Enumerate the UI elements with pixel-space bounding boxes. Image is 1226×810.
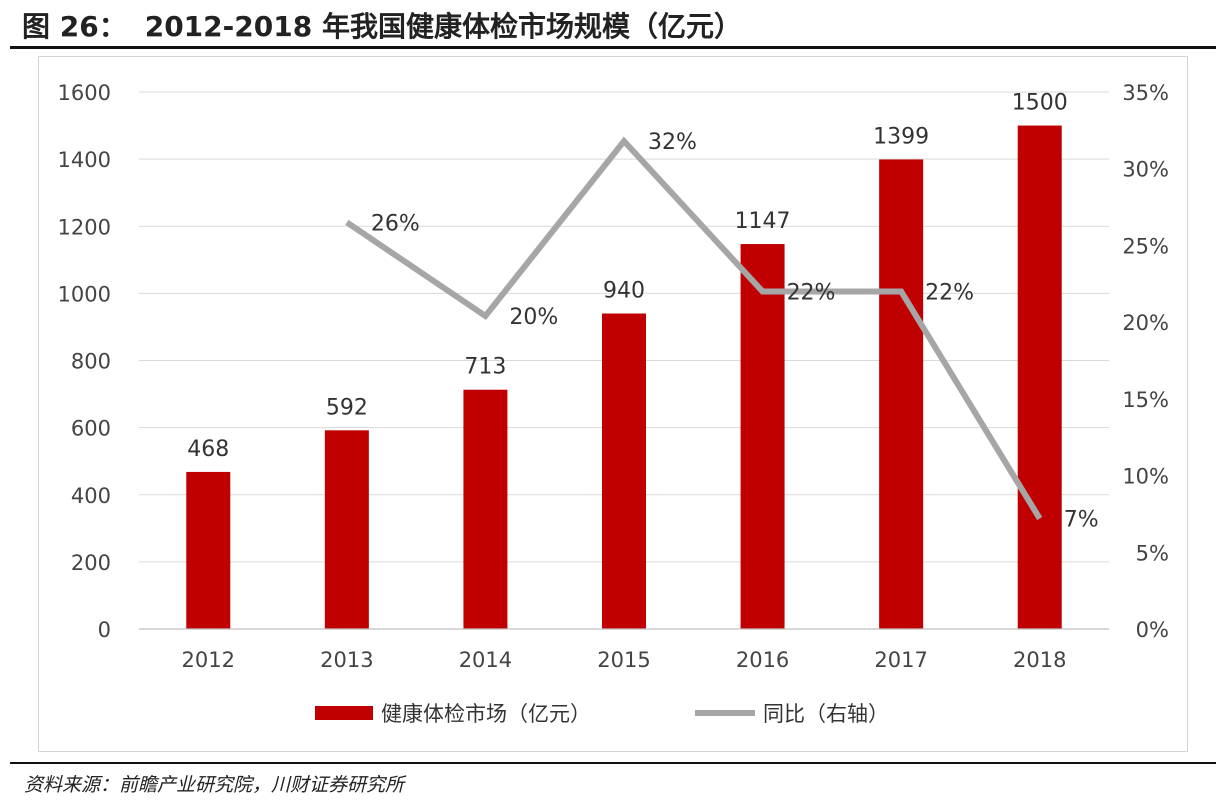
bar [186,471,231,629]
y-left-tick-label: 1600 [58,81,111,105]
y-right-tick-label: 0% [1136,618,1169,642]
y-right-tick-label: 15% [1122,388,1169,412]
x-tick-label: 2012 [182,648,235,672]
y-left-tick-label: 800 [71,350,111,374]
axes: 0 200 400 600 800 1000 1200 1400 1600 0% 5% 10% 15% 2… [58,81,1169,672]
y-right-tick-label: 5% [1136,541,1169,565]
x-tick-label: 2015 [597,648,650,672]
legend-label-bar: 健康体检市场（亿元） [381,702,591,726]
footer-rule [10,762,1216,764]
y-left-tick-label: 600 [71,417,111,441]
growth-value-label: 22% [787,280,836,305]
y-left-tick-label: 200 [71,551,111,575]
bar [879,159,924,629]
data-labels: 468 592 713 940 1147 1399 1500 26% 20% 32% 22% 22% 7… [187,91,1098,533]
bar [740,244,785,629]
growth-value-label: 22% [925,280,974,305]
bar-value-label: 592 [326,395,368,420]
growth-value-label: 7% [1064,508,1099,533]
bar-value-label: 1399 [873,124,929,149]
x-tick-label: 2013 [320,648,373,672]
x-tick-label: 2018 [1013,648,1066,672]
source-note: 资料来源：前瞻产业研究院，川财证券研究所 [24,774,405,796]
bar [463,389,508,629]
chart-canvas: 0 200 400 600 800 1000 1200 1400 1600 0% 5% 10% 15% 2… [58,81,1169,726]
line-series [345,136,1043,521]
x-tick-label: 2017 [874,648,927,672]
chart-title: 2012-2018 年我国健康体检市场规模（亿元） [144,10,742,43]
y-right-tick-label: 30% [1122,158,1169,182]
legend-label-line: 同比（右轴） [763,702,889,726]
bar-value-label: 940 [603,279,645,304]
bar-value-label: 468 [187,437,229,462]
growth-value-label: 32% [648,130,697,155]
bar-value-label: 1500 [1012,91,1068,116]
bar-value-label: 713 [464,355,506,380]
bar [1017,125,1062,629]
bar [324,430,369,629]
y-left-tick-label: 1000 [58,282,111,306]
y-right-tick-label: 20% [1122,311,1169,335]
figure-title: 图 26： 2012-2018 年我国健康体检市场规模（亿元） [22,8,1212,46]
bar-series [186,125,1062,629]
legend: 健康体检市场（亿元） 同比（右轴） [315,702,889,726]
y-right-tick-label: 35% [1122,81,1169,105]
y-left-tick-label: 1400 [58,148,111,172]
y-left-tick-label: 1200 [58,215,111,239]
chart-frame: 0 200 400 600 800 1000 1200 1400 1600 0% 5% 10% 15% 2… [38,56,1188,752]
title-rule [10,46,1216,49]
x-tick-label: 2014 [459,648,512,672]
figure-number: 图 26： [22,10,127,43]
growth-value-label: 20% [509,305,558,330]
bar [602,313,646,629]
bar-value-label: 1147 [735,209,791,234]
y-left-tick-label: 0 [98,618,111,642]
growth-value-label: 26% [371,211,420,236]
growth-line [345,136,1043,521]
y-left-tick-label: 400 [71,484,111,508]
x-tick-label: 2016 [736,648,789,672]
y-right-tick-label: 10% [1122,465,1169,489]
legend-swatch-bar [315,706,373,720]
y-right-tick-label: 25% [1122,234,1169,258]
